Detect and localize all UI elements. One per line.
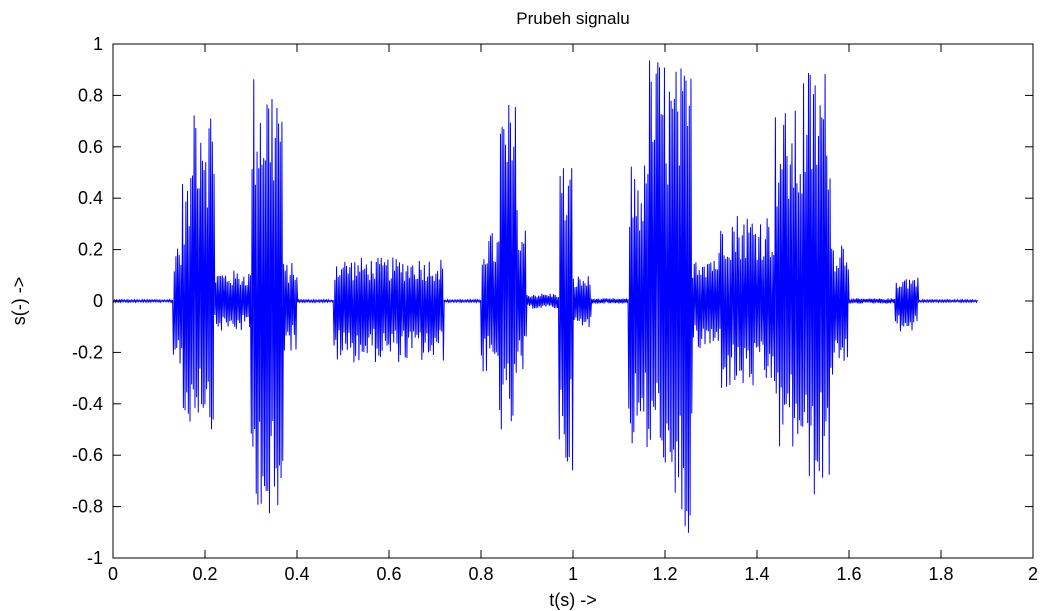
y-tick-label: -1	[87, 548, 103, 568]
x-tick-label: 1	[568, 564, 578, 584]
y-tick-label: -0.6	[72, 445, 103, 465]
x-tick-label: 1.4	[744, 564, 769, 584]
x-tick-label: 0.2	[192, 564, 217, 584]
x-tick-label: 1.8	[928, 564, 953, 584]
y-tick-label: -0.2	[72, 342, 103, 362]
signal-line	[112, 60, 978, 533]
x-tick-label: 0	[108, 564, 118, 584]
x-axis-label: t(s) ->	[549, 590, 597, 610]
x-tick-label: 1.2	[652, 564, 677, 584]
x-tick-label: 0.8	[468, 564, 493, 584]
x-tick-label: 1.6	[836, 564, 861, 584]
y-tick-label: 0.8	[78, 85, 103, 105]
ticks-layer: 0 0.2 0.4 0.6 0.8 1 1.2 1.4 1.6 1.8 2 -1 -0.8 -0.6 -0.…	[72, 34, 1038, 584]
y-tick-label: 0	[93, 291, 103, 311]
x-tick-label: 2	[1028, 564, 1038, 584]
y-tick-label: -0.8	[72, 497, 103, 517]
y-tick-label: 1	[93, 34, 103, 54]
x-tick-label: 0.6	[376, 564, 401, 584]
chart-title: Prubeh signalu	[516, 9, 629, 28]
y-tick-label: 0.4	[78, 188, 103, 208]
y-tick-label: 0.6	[78, 137, 103, 157]
y-tick-label: 0.2	[78, 240, 103, 260]
y-tick-label: -0.4	[72, 394, 103, 414]
y-axis-label: s(-) ->	[9, 277, 29, 326]
x-tick-label: 0.4	[284, 564, 309, 584]
signal-layer	[112, 60, 978, 533]
